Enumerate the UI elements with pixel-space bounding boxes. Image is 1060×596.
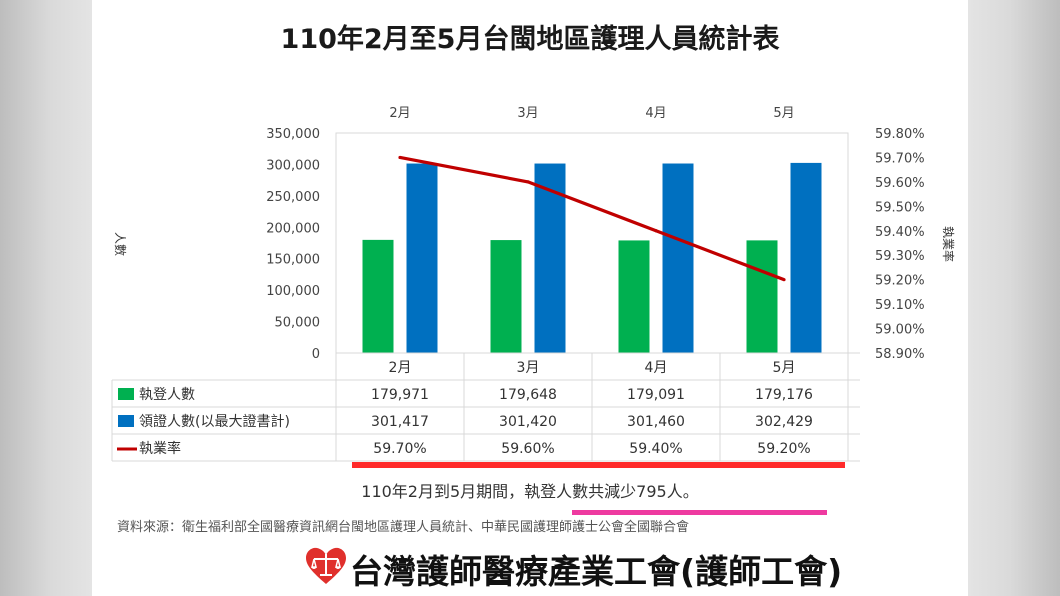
legend-label: 領證人數(以最大證書計) <box>139 413 290 430</box>
y2-tick-label: 59.10% <box>875 298 925 313</box>
legend-label: 執業率 <box>139 440 181 457</box>
y2-tick-label: 59.00% <box>875 323 925 338</box>
data-label: 59.70% <box>373 441 426 457</box>
union-logo-icon <box>306 547 346 584</box>
y2-tick-label: 59.30% <box>875 249 925 264</box>
data-label: 179,971 <box>371 387 429 403</box>
x-tick-label-top: 4月 <box>645 106 666 121</box>
union-logo-text: 台灣護師醫療產業工會(護師工會) <box>350 552 842 591</box>
bar-registered <box>618 240 650 353</box>
y-tick-label: 0 <box>312 347 320 362</box>
y2-tick-label: 59.40% <box>875 225 925 240</box>
y-tick-label: 300,000 <box>266 158 320 173</box>
x-tick-label: 4月 <box>645 360 668 376</box>
chart-title: 110年2月至5月台閩地區護理人員統計表 <box>281 23 780 55</box>
y2-tick-label: 59.80% <box>875 127 925 142</box>
bars <box>362 162 822 353</box>
red-highlight-underline <box>352 462 845 468</box>
bar-licensed <box>662 163 694 353</box>
x-tick-label-top: 3月 <box>517 106 538 121</box>
y2-axis-title: 執業率 <box>941 226 956 262</box>
left-blurred-border <box>0 0 92 596</box>
legend-swatch <box>118 388 134 400</box>
data-label: 59.60% <box>501 441 554 457</box>
rate-point <box>782 278 786 282</box>
bar-registered <box>746 240 778 353</box>
y2-tick-label: 59.60% <box>875 176 925 191</box>
y-tick-label: 100,000 <box>266 284 320 299</box>
y-tick-label: 150,000 <box>266 253 320 268</box>
right-blurred-border <box>968 0 1060 596</box>
y-tick-label: 250,000 <box>266 190 320 205</box>
rate-point <box>526 180 530 184</box>
rate-point <box>398 155 402 160</box>
chart-slide: 110年2月至5月台閩地區護理人員統計表 0 50,000 100,000 150,0… <box>92 0 968 596</box>
data-label: 179,091 <box>627 387 685 403</box>
y2-tick-label: 59.50% <box>875 200 925 215</box>
bar-licensed <box>406 163 438 353</box>
source-note: 資料來源：衛生福利部全國醫療資訊網台閩地區護理人員統計、中華民國護理師護士公會全… <box>117 519 689 535</box>
data-label: 302,429 <box>755 414 813 430</box>
y2-tick-label: 59.70% <box>875 151 925 166</box>
y-tick-label: 350,000 <box>266 127 320 142</box>
data-label: 179,648 <box>499 387 557 403</box>
x-tick-label-top: 5月 <box>773 106 794 121</box>
x-tick-label: 2月 <box>389 360 412 376</box>
data-label: 301,417 <box>371 414 429 430</box>
bar-registered <box>490 240 522 353</box>
x-tick-label-top: 2月 <box>389 106 410 121</box>
legend-label: 執登人數 <box>139 387 195 403</box>
combo-chart: 110年2月至5月台閩地區護理人員統計表 0 50,000 100,000 150,0… <box>111 23 956 591</box>
x-tick-label: 3月 <box>517 360 540 376</box>
data-label: 301,420 <box>499 414 557 430</box>
data-label: 59.20% <box>757 441 810 457</box>
data-label: 59.40% <box>629 441 682 457</box>
pink-highlight-underline <box>572 510 827 515</box>
y-axis-title: 人數 <box>113 232 127 256</box>
axes: 0 50,000 100,000 150,000 200,000 250,000 300,0… <box>113 106 956 362</box>
summary-text: 110年2月到5月期間，執登人數共減少795人。 <box>361 482 698 501</box>
y2-tick-label: 58.90% <box>875 347 925 362</box>
bar-registered <box>362 239 394 353</box>
data-label: 179,176 <box>755 387 813 403</box>
y2-tick-label: 59.20% <box>875 274 925 289</box>
y-tick-label: 50,000 <box>275 316 321 331</box>
rate-point <box>654 229 658 233</box>
rate-line-path <box>399 155 785 282</box>
legend-swatch <box>118 415 134 427</box>
x-tick-label: 5月 <box>773 360 796 376</box>
y-tick-label: 200,000 <box>266 221 320 236</box>
bar-licensed <box>790 162 822 353</box>
data-label: 301,460 <box>627 414 685 430</box>
rate-line <box>398 155 786 282</box>
